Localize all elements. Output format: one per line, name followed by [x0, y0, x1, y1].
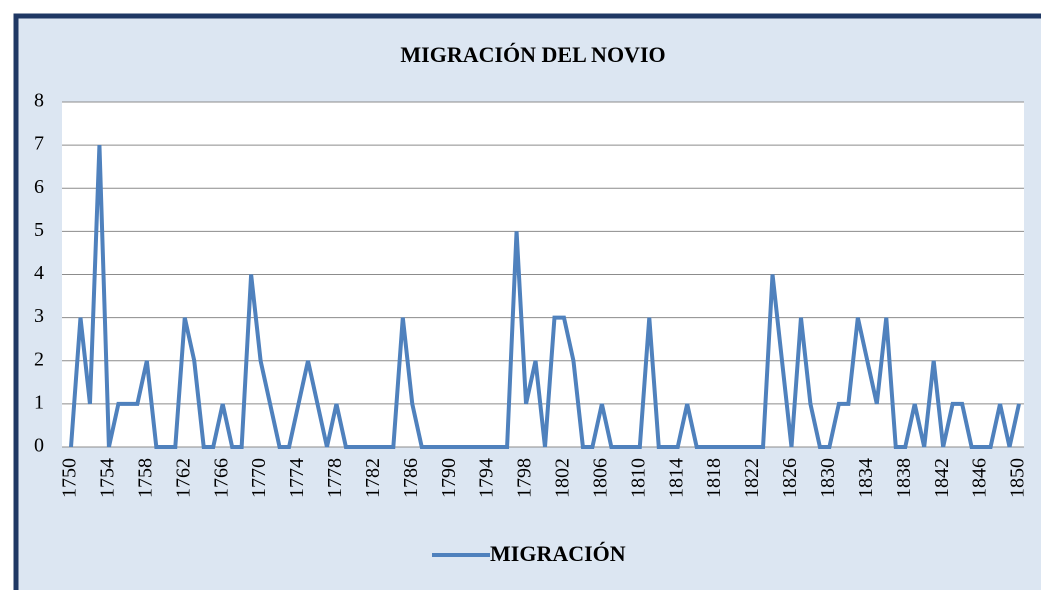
- x-tick-label: 1806: [589, 458, 611, 498]
- x-tick-label: 1762: [172, 458, 194, 498]
- y-tick-label: 4: [34, 262, 44, 284]
- y-tick-label: 6: [34, 176, 44, 198]
- y-tick-label: 0: [34, 435, 44, 457]
- x-tick-label: 1750: [59, 458, 81, 498]
- y-tick-label: 1: [34, 391, 44, 413]
- data-line: [69, 145, 1021, 449]
- x-tick-label: 1846: [969, 458, 991, 498]
- x-tick-label: 1810: [627, 458, 649, 498]
- x-tick-label: 1778: [324, 458, 346, 498]
- x-tick-label: 1818: [703, 458, 725, 498]
- legend-label: MIGRACIÓN: [490, 541, 626, 566]
- x-tick-label: 1802: [552, 458, 574, 498]
- x-tick-label: 1758: [134, 458, 156, 498]
- x-tick-label: 1822: [741, 458, 763, 498]
- x-tick-label: 1774: [286, 458, 308, 498]
- y-tick-label: 5: [34, 219, 44, 241]
- x-tick-label: 1826: [779, 458, 801, 498]
- x-tick-label: 1794: [476, 458, 498, 498]
- x-tick-label: 1766: [210, 458, 232, 498]
- x-tick-label: 1850: [1007, 458, 1029, 498]
- x-tick-label: 1842: [931, 458, 953, 498]
- x-tick-label: 1834: [855, 458, 877, 498]
- x-tick-label: 1798: [514, 458, 536, 498]
- x-tick-label: 1790: [438, 458, 460, 498]
- x-tick-label: 1786: [400, 458, 422, 498]
- x-tick-label: 1770: [248, 458, 270, 498]
- y-tick-label: 3: [34, 305, 44, 327]
- x-tick-label: 1782: [362, 458, 384, 498]
- x-tick-label: 1814: [665, 458, 687, 498]
- x-tick-label: 1838: [893, 458, 915, 498]
- x-tick-label: 1830: [817, 458, 839, 498]
- y-tick-label: 7: [34, 133, 44, 155]
- x-tick-label: 1754: [97, 458, 119, 498]
- y-tick-label: 2: [34, 348, 44, 370]
- y-tick-label: 8: [34, 90, 44, 112]
- chart-title: MIGRACIÓN DEL NOVIO: [400, 42, 665, 67]
